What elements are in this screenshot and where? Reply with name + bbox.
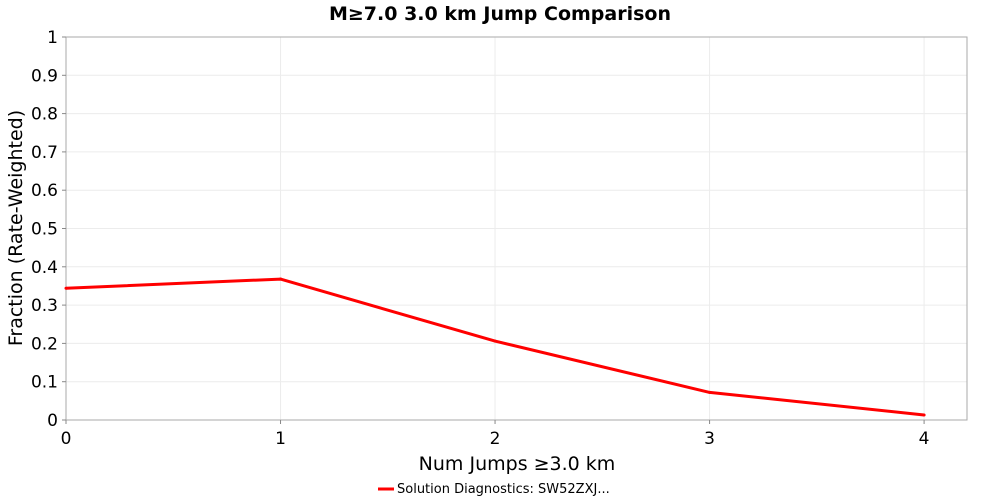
y-tick-label: 0.2 (31, 334, 58, 354)
y-tick-label: 0 (47, 411, 58, 431)
y-tick-label: 0.7 (31, 143, 58, 163)
data-point (279, 277, 283, 281)
grid (65, 36, 967, 421)
y-tick-label: 0.3 (31, 296, 58, 316)
x-tick-label: 4 (919, 429, 930, 449)
y-tick-label: 0.4 (31, 258, 58, 278)
y-axis-label: Fraction (Rate-Weighted) (5, 110, 27, 346)
y-tick-label: 0.8 (31, 105, 58, 125)
legend-label: Solution Diagnostics: SW52ZXJ... (397, 482, 610, 497)
y-tick-label: 0.5 (31, 220, 58, 240)
data-point (64, 286, 68, 290)
data-point (493, 339, 497, 343)
data-point (922, 413, 926, 417)
y-tick-label: 1 (47, 28, 58, 48)
x-tick-label: 3 (704, 429, 715, 449)
x-tick-label: 0 (61, 429, 72, 449)
y-tick-label: 0.9 (31, 66, 58, 86)
axes: 0 0.1 0.2 0.3 0.4 0.5 0.6 0.7 0.8 0.9 1 0 1 2 3 4 (31, 28, 930, 449)
x-tick-label: 1 (275, 429, 286, 449)
y-tick-label: 0.6 (31, 181, 58, 201)
x-axis-label: Num Jumps ≥3.0 km (419, 453, 616, 475)
legend: Solution Diagnostics: SW52ZXJ... (378, 482, 610, 497)
data-point (708, 390, 712, 394)
y-tick-label: 0.1 (31, 373, 58, 393)
chart-title: M≥7.0 3.0 km Jump Comparison (329, 3, 671, 25)
x-tick-label: 2 (490, 429, 501, 449)
series (64, 277, 926, 417)
